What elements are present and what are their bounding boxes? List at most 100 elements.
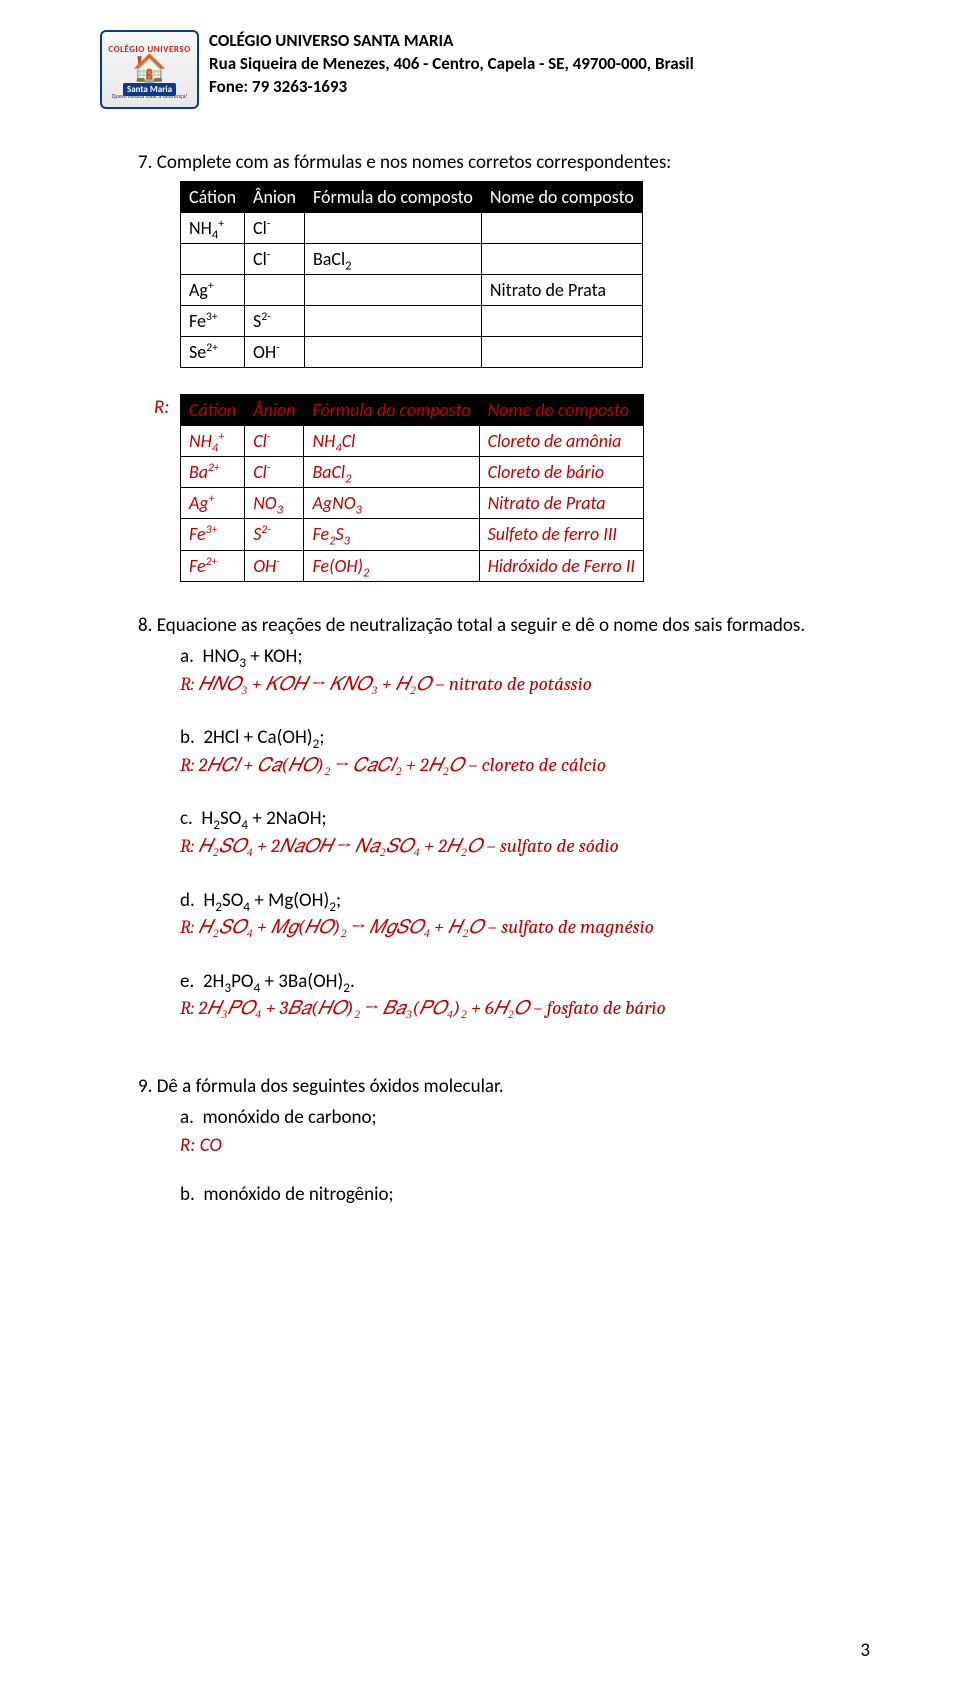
- q9b-question: b. monóxido de nitrogênio;: [180, 1181, 870, 1209]
- q9-text: Dê a fórmula dos seguintes óxidos molecu…: [157, 1075, 504, 1098]
- q8-item-b: b. 2HCl + Ca(OH)2; R: 2𝐻𝐶𝑙 + 𝐶𝑎(𝐻𝑂)₂ → 𝐶…: [100, 724, 870, 779]
- q8e-question: e. 2H3PO4 + 3Ba(OH)2.: [180, 968, 870, 996]
- q8-item-e: e. 2H3PO4 + 3Ba(OH)2. R: 2𝐻₃𝑃𝑂₄ + 3𝐵𝑎(𝐻𝑂…: [100, 968, 870, 1023]
- cell-name: Sulfeto de ferro III: [479, 519, 643, 550]
- cell-anion: NO3: [245, 488, 304, 519]
- cell-anion: Cl-: [245, 212, 305, 243]
- cell-anion: Cl-: [245, 426, 304, 457]
- table-row: Fe3+ S2- Fe2S3 Sulfeto de ferro III: [181, 519, 644, 550]
- cell-formula: NH4Cl: [304, 426, 479, 457]
- q8c-question: c. H2SO4 + 2NaOH;: [180, 805, 870, 833]
- col-name: Nome do composto: [481, 181, 642, 212]
- table-row: Fe2+ OH- Fe(OH)2 Hidróxido de Ferro II: [181, 550, 644, 581]
- q8d-question: d. H2SO4 + Mg(OH)2;: [180, 887, 870, 915]
- cell-cation: Fe3+: [181, 305, 245, 336]
- cell-cation: Fe2+: [181, 550, 245, 581]
- cell-name: Hidróxido de Ferro II: [479, 550, 643, 581]
- question-9: 9. Dê a fórmula dos seguintes óxidos mol…: [100, 1073, 870, 1209]
- page-header: COLÉGIO UNIVERSO 🏠 Santa Maria Quem estu…: [100, 30, 870, 109]
- cell-cation: Ag+: [181, 274, 245, 305]
- header-text-block: COLÉGIO UNIVERSO SANTA MARIA Rua Siqueir…: [209, 30, 694, 99]
- q7-question-table: Cátion Ânion Fórmula do composto Nome do…: [180, 181, 643, 369]
- table-row: Cl- BaCl2: [181, 243, 643, 274]
- cell-formula: Fe2S3: [304, 519, 479, 550]
- q8-prompt: 8. Equacione as reações de neutralização…: [100, 612, 870, 640]
- col-formula: Fórmula do composto: [304, 181, 481, 212]
- cell-name: Nitrato de Prata: [479, 488, 643, 519]
- cell-formula: [304, 337, 481, 368]
- cell-name: Cloreto de amônia: [479, 426, 643, 457]
- table-header-row: Cátion Ânion Fórmula do composto Nome do…: [181, 395, 644, 426]
- cell-formula: AgNO3: [304, 488, 479, 519]
- cell-anion: S2-: [245, 519, 304, 550]
- cell-anion: Cl-: [245, 243, 305, 274]
- q8e-answer: R: 2𝐻₃𝑃𝑂₄ + 3𝐵𝑎(𝐻𝑂)₂ → 𝐵𝑎₃(𝑃𝑂₄)₂ + 6𝐻₂𝑂 …: [180, 995, 870, 1023]
- q7-number: 7.: [138, 151, 152, 174]
- q8a-answer: R: 𝐻𝑁𝑂₃ + 𝐾𝑂𝐻 → 𝐾𝑁𝑂₃ + 𝐻₂𝑂 – nitrato de …: [180, 671, 870, 699]
- q9a-answer: R: CO: [180, 1132, 870, 1160]
- cell-name: [481, 243, 642, 274]
- school-logo: COLÉGIO UNIVERSO 🏠 Santa Maria Quem estu…: [100, 30, 199, 109]
- q7-answer-label: R:: [154, 394, 169, 422]
- q8a-question: a. HNO3 + KOH;: [180, 643, 870, 671]
- table-row: Fe3+ S2-: [181, 305, 643, 336]
- q8-text: Equacione as reações de neutralização to…: [157, 614, 805, 637]
- cell-cation: Fe3+: [181, 519, 245, 550]
- cell-anion: S2-: [245, 305, 305, 336]
- logo-house-icon: 🏠: [132, 55, 167, 83]
- col-anion: Ânion: [245, 395, 304, 426]
- col-formula: Fórmula do composto: [304, 395, 479, 426]
- q8-number: 8.: [138, 614, 152, 637]
- cell-cation: NH4+: [181, 212, 245, 243]
- q8b-question: b. 2HCl + Ca(OH)2;: [180, 724, 870, 752]
- q8b-answer: R: 2𝐻𝐶𝑙 + 𝐶𝑎(𝐻𝑂)₂ → 𝐶𝑎𝐶𝑙₂ + 2𝐻₂𝑂 – clore…: [180, 752, 870, 780]
- q9a-question: a. monóxido de carbono;: [180, 1104, 870, 1132]
- cell-cation: [181, 243, 245, 274]
- q7-prompt: 7. Complete com as fórmulas e nos nomes …: [100, 149, 870, 177]
- q9-prompt: 9. Dê a fórmula dos seguintes óxidos mol…: [100, 1073, 870, 1101]
- cell-anion: OH-: [245, 550, 304, 581]
- q8-item-c: c. H2SO4 + 2NaOH; R: 𝐻₂𝑆𝑂₄ + 2𝑁𝑎𝑂𝐻 → 𝑁𝑎₂…: [100, 805, 870, 860]
- school-name: COLÉGIO UNIVERSO SANTA MARIA: [209, 30, 694, 53]
- school-address: Rua Siqueira de Menezes, 406 - Centro, C…: [209, 53, 694, 76]
- cell-formula: BaCl2: [304, 243, 481, 274]
- cell-formula: Fe(OH)2: [304, 550, 479, 581]
- table-row: Ba2+ Cl- BaCl2 Cloreto de bário: [181, 457, 644, 488]
- q9-item-b: b. monóxido de nitrogênio;: [100, 1181, 870, 1209]
- page-number: 3: [860, 1639, 870, 1662]
- question-8: 8. Equacione as reações de neutralização…: [100, 612, 870, 1023]
- table-header-row: Cátion Ânion Fórmula do composto Nome do…: [181, 181, 643, 212]
- cell-anion: OH-: [245, 337, 305, 368]
- cell-formula: [304, 305, 481, 336]
- cell-name: Nitrato de Prata: [481, 274, 642, 305]
- cell-formula: BaCl2: [304, 457, 479, 488]
- cell-formula: [304, 274, 481, 305]
- col-name: Nome do composto: [479, 395, 643, 426]
- q8c-answer: R: 𝐻₂𝑆𝑂₄ + 2𝑁𝑎𝑂𝐻 → 𝑁𝑎₂𝑆𝑂₄ + 2𝐻₂𝑂 – sulfa…: [180, 833, 870, 861]
- cell-cation: Ag+: [181, 488, 245, 519]
- q7-answer-table: Cátion Ânion Fórmula do composto Nome do…: [180, 394, 644, 582]
- q9-number: 9.: [138, 1075, 152, 1098]
- q8d-answer: R: 𝐻₂𝑆𝑂₄ + 𝑀𝑔(𝐻𝑂)₂ → 𝑀𝑔𝑆𝑂₄ + 𝐻₂𝑂 – sulfa…: [180, 914, 870, 942]
- cell-formula: [304, 212, 481, 243]
- cell-cation: Ba2+: [181, 457, 245, 488]
- table-row: Ag+ NO3 AgNO3 Nitrato de Prata: [181, 488, 644, 519]
- col-cation: Cátion: [181, 395, 245, 426]
- q8-item-d: d. H2SO4 + Mg(OH)2; R: 𝐻₂𝑆𝑂₄ + 𝑀𝑔(𝐻𝑂)₂ →…: [100, 887, 870, 942]
- col-cation: Cátion: [181, 181, 245, 212]
- q9-item-a: a. monóxido de carbono; R: CO: [100, 1104, 870, 1159]
- school-phone: Fone: 79 3263-1693: [209, 76, 694, 99]
- cell-name: [481, 305, 642, 336]
- table-row: Se2+ OH-: [181, 337, 643, 368]
- cell-anion: Cl-: [245, 457, 304, 488]
- q7-text: Complete com as fórmulas e nos nomes cor…: [157, 151, 672, 174]
- table-row: NH4+ Cl- NH4Cl Cloreto de amônia: [181, 426, 644, 457]
- question-7: 7. Complete com as fórmulas e nos nomes …: [100, 149, 870, 582]
- table-row: NH4+ Cl-: [181, 212, 643, 243]
- col-anion: Ânion: [245, 181, 305, 212]
- cell-cation: Se2+: [181, 337, 245, 368]
- cell-name: Cloreto de bário: [479, 457, 643, 488]
- cell-name: [481, 337, 642, 368]
- cell-cation: NH4+: [181, 426, 245, 457]
- cell-name: [481, 212, 642, 243]
